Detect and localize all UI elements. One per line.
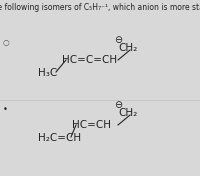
- Text: ○: ○: [3, 38, 10, 47]
- Text: CH₂: CH₂: [118, 43, 137, 53]
- Text: H₂C=CH: H₂C=CH: [38, 133, 81, 143]
- Text: In the following isomers of C₅H₇⁻¹, which anion is more stable?: In the following isomers of C₅H₇⁻¹, whic…: [0, 3, 200, 12]
- Text: ⊖: ⊖: [114, 100, 122, 110]
- Text: •: •: [3, 105, 8, 114]
- Text: ⊖: ⊖: [114, 35, 122, 45]
- Text: HC=C=CH: HC=C=CH: [62, 55, 117, 65]
- Text: HC=CH: HC=CH: [72, 120, 111, 130]
- Text: H₃C: H₃C: [38, 68, 57, 78]
- Text: CH₂: CH₂: [118, 108, 137, 118]
